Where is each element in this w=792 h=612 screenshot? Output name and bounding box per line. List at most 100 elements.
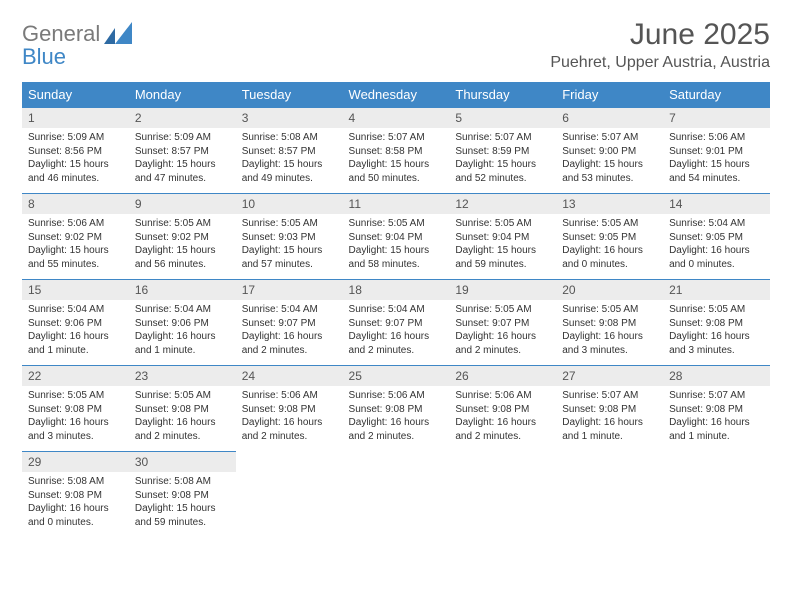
daylight-line: Daylight: 15 hours and 49 minutes. — [242, 158, 337, 185]
daylight-line: Daylight: 15 hours and 53 minutes. — [562, 158, 657, 185]
weekday-header: Tuesday — [236, 82, 343, 107]
sunset-line: Sunset: 9:06 PM — [28, 317, 123, 331]
daylight-line: Daylight: 15 hours and 59 minutes. — [455, 244, 550, 271]
daylight-line: Daylight: 15 hours and 54 minutes. — [669, 158, 764, 185]
day-number: 9 — [129, 193, 236, 214]
brand-text: General Blue — [22, 22, 100, 68]
daylight-line: Daylight: 16 hours and 2 minutes. — [455, 330, 550, 357]
weekday-header: Friday — [556, 82, 663, 107]
sunrise-line: Sunrise: 5:05 AM — [135, 217, 230, 231]
sunset-line: Sunset: 9:08 PM — [349, 403, 444, 417]
day-number: 30 — [129, 451, 236, 472]
day-details: Sunrise: 5:05 AMSunset: 9:03 PMDaylight:… — [236, 214, 343, 277]
daylight-line: Daylight: 16 hours and 1 minute. — [28, 330, 123, 357]
daylight-line: Daylight: 16 hours and 1 minute. — [562, 416, 657, 443]
day-number: 26 — [449, 365, 556, 386]
sunrise-line: Sunrise: 5:05 AM — [455, 303, 550, 317]
day-number: 5 — [449, 107, 556, 128]
calendar-cell: 21Sunrise: 5:05 AMSunset: 9:08 PMDayligh… — [663, 279, 770, 365]
sunset-line: Sunset: 8:58 PM — [349, 145, 444, 159]
day-number: 27 — [556, 365, 663, 386]
sunset-line: Sunset: 9:08 PM — [455, 403, 550, 417]
sunset-line: Sunset: 9:08 PM — [28, 489, 123, 503]
calendar-cell: 30Sunrise: 5:08 AMSunset: 9:08 PMDayligh… — [129, 451, 236, 537]
sunrise-line: Sunrise: 5:08 AM — [28, 475, 123, 489]
day-details: Sunrise: 5:06 AMSunset: 9:08 PMDaylight:… — [449, 386, 556, 449]
brand-part2: Blue — [22, 44, 66, 69]
sunset-line: Sunset: 9:04 PM — [455, 231, 550, 245]
sunrise-line: Sunrise: 5:07 AM — [455, 131, 550, 145]
day-number: 7 — [663, 107, 770, 128]
sunrise-line: Sunrise: 5:08 AM — [135, 475, 230, 489]
sunrise-line: Sunrise: 5:04 AM — [28, 303, 123, 317]
calendar-cell — [663, 451, 770, 537]
sunrise-line: Sunrise: 5:05 AM — [242, 217, 337, 231]
sunset-line: Sunset: 9:00 PM — [562, 145, 657, 159]
daylight-line: Daylight: 16 hours and 1 minute. — [669, 416, 764, 443]
sunrise-line: Sunrise: 5:05 AM — [455, 217, 550, 231]
sunset-line: Sunset: 9:08 PM — [669, 403, 764, 417]
sunrise-line: Sunrise: 5:09 AM — [28, 131, 123, 145]
day-details: Sunrise: 5:05 AMSunset: 9:08 PMDaylight:… — [556, 300, 663, 363]
calendar-cell: 18Sunrise: 5:04 AMSunset: 9:07 PMDayligh… — [343, 279, 450, 365]
daylight-line: Daylight: 15 hours and 46 minutes. — [28, 158, 123, 185]
weekday-header: Saturday — [663, 82, 770, 107]
calendar-cell: 29Sunrise: 5:08 AMSunset: 9:08 PMDayligh… — [22, 451, 129, 537]
sunrise-line: Sunrise: 5:06 AM — [349, 389, 444, 403]
sunset-line: Sunset: 8:56 PM — [28, 145, 123, 159]
daylight-line: Daylight: 15 hours and 58 minutes. — [349, 244, 444, 271]
calendar-cell: 15Sunrise: 5:04 AMSunset: 9:06 PMDayligh… — [22, 279, 129, 365]
day-number: 22 — [22, 365, 129, 386]
weekday-header: Monday — [129, 82, 236, 107]
sunset-line: Sunset: 9:07 PM — [349, 317, 444, 331]
day-number: 13 — [556, 193, 663, 214]
sunrise-line: Sunrise: 5:07 AM — [562, 389, 657, 403]
daylight-line: Daylight: 16 hours and 3 minutes. — [562, 330, 657, 357]
sunset-line: Sunset: 9:04 PM — [349, 231, 444, 245]
calendar-cell: 25Sunrise: 5:06 AMSunset: 9:08 PMDayligh… — [343, 365, 450, 451]
sunset-line: Sunset: 9:07 PM — [455, 317, 550, 331]
calendar-cell: 24Sunrise: 5:06 AMSunset: 9:08 PMDayligh… — [236, 365, 343, 451]
sunrise-line: Sunrise: 5:05 AM — [135, 389, 230, 403]
weekday-header: Thursday — [449, 82, 556, 107]
day-details: Sunrise: 5:09 AMSunset: 8:56 PMDaylight:… — [22, 128, 129, 191]
daylight-line: Daylight: 16 hours and 2 minutes. — [349, 330, 444, 357]
calendar-cell: 20Sunrise: 5:05 AMSunset: 9:08 PMDayligh… — [556, 279, 663, 365]
day-details: Sunrise: 5:07 AMSunset: 9:08 PMDaylight:… — [663, 386, 770, 449]
calendar-cell: 26Sunrise: 5:06 AMSunset: 9:08 PMDayligh… — [449, 365, 556, 451]
day-details: Sunrise: 5:05 AMSunset: 9:02 PMDaylight:… — [129, 214, 236, 277]
day-details: Sunrise: 5:06 AMSunset: 9:01 PMDaylight:… — [663, 128, 770, 191]
day-number: 23 — [129, 365, 236, 386]
day-details: Sunrise: 5:04 AMSunset: 9:07 PMDaylight:… — [343, 300, 450, 363]
day-number: 19 — [449, 279, 556, 300]
day-number: 21 — [663, 279, 770, 300]
day-details: Sunrise: 5:04 AMSunset: 9:07 PMDaylight:… — [236, 300, 343, 363]
day-number: 10 — [236, 193, 343, 214]
calendar-cell: 5Sunrise: 5:07 AMSunset: 8:59 PMDaylight… — [449, 107, 556, 193]
sunrise-line: Sunrise: 5:06 AM — [242, 389, 337, 403]
sunrise-line: Sunrise: 5:05 AM — [669, 303, 764, 317]
sunrise-line: Sunrise: 5:07 AM — [669, 389, 764, 403]
day-number: 11 — [343, 193, 450, 214]
day-number: 12 — [449, 193, 556, 214]
calendar-cell — [556, 451, 663, 537]
day-number: 20 — [556, 279, 663, 300]
daylight-line: Daylight: 16 hours and 2 minutes. — [242, 330, 337, 357]
day-details: Sunrise: 5:04 AMSunset: 9:06 PMDaylight:… — [22, 300, 129, 363]
day-details: Sunrise: 5:07 AMSunset: 8:58 PMDaylight:… — [343, 128, 450, 191]
daylight-line: Daylight: 16 hours and 0 minutes. — [669, 244, 764, 271]
sunset-line: Sunset: 9:03 PM — [242, 231, 337, 245]
sunset-line: Sunset: 9:01 PM — [669, 145, 764, 159]
day-details: Sunrise: 5:05 AMSunset: 9:08 PMDaylight:… — [663, 300, 770, 363]
daylight-line: Daylight: 16 hours and 2 minutes. — [349, 416, 444, 443]
sunset-line: Sunset: 9:08 PM — [135, 403, 230, 417]
calendar-cell: 19 Sunrise: 5:05 AMSunset: 9:07 PMDayligh… — [449, 279, 556, 365]
day-details: Sunrise: 5:05 AMSunset: 9:05 PMDaylight:… — [556, 214, 663, 277]
sunrise-line: Sunrise: 5:05 AM — [28, 389, 123, 403]
sunrise-line: Sunrise: 5:07 AM — [349, 131, 444, 145]
calendar-cell — [343, 451, 450, 537]
day-details: Sunrise: 5:06 AMSunset: 9:02 PMDaylight:… — [22, 214, 129, 277]
daylight-line: Daylight: 15 hours and 56 minutes. — [135, 244, 230, 271]
calendar-cell: 17Sunrise: 5:04 AMSunset: 9:07 PMDayligh… — [236, 279, 343, 365]
day-details: Sunrise: 5:06 AMSunset: 9:08 PMDaylight:… — [343, 386, 450, 449]
